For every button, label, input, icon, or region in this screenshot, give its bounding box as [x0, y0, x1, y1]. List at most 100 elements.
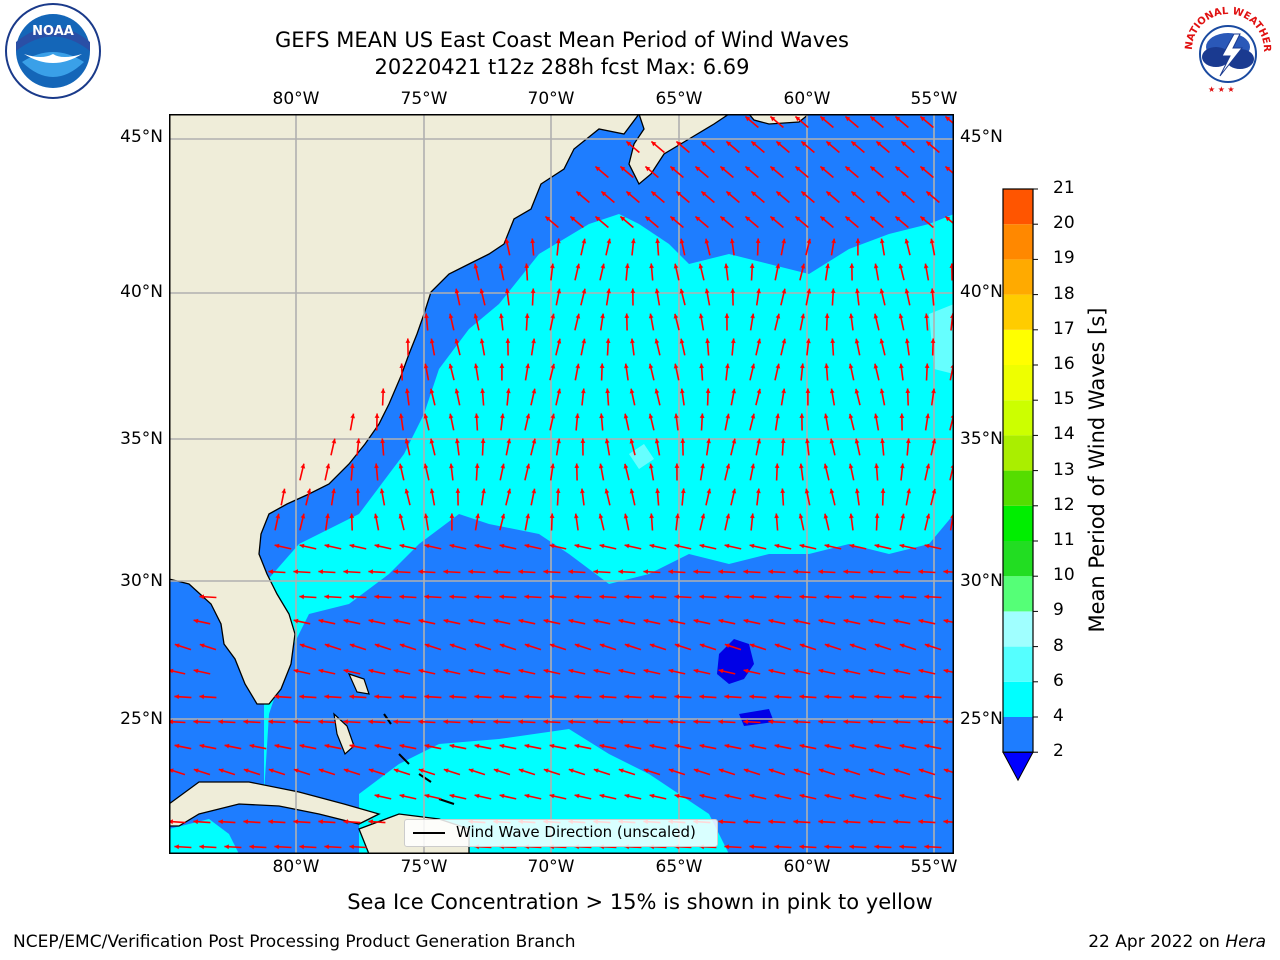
- ocean-very-low-period: [717, 639, 754, 684]
- wind-wave-arrowhead: [568, 668, 574, 674]
- wind-wave-arrowhead: [418, 569, 423, 575]
- wind-wave-arrowhead: [674, 793, 680, 799]
- wind-wave-arrowhead: [829, 488, 835, 494]
- wind-wave-arrowhead: [493, 569, 498, 575]
- wind-wave-arrowhead: [924, 543, 930, 549]
- wind-wave-arrowhead: [643, 668, 649, 674]
- wind-wave-arrowhead: [549, 543, 555, 549]
- wind-wave-arrowhead: [674, 463, 680, 468]
- wind-wave-arrowhead: [274, 743, 280, 749]
- wind-wave-arrowhead: [929, 238, 935, 244]
- wind-wave-arrowhead: [499, 643, 505, 648]
- wind-wave-arrowhead: [531, 438, 537, 444]
- wind-wave-arrowhead: [750, 463, 756, 469]
- wind-wave-arrowhead: [799, 694, 804, 700]
- wind-wave-arrowhead: [543, 768, 549, 773]
- lat-label-right: 45°N: [960, 127, 1003, 147]
- wind-wave-arrowhead: [543, 618, 549, 624]
- lon-label-bottom: 80°W: [272, 857, 320, 877]
- wind-wave-arrowhead: [899, 363, 904, 369]
- wind-wave-arrowhead: [581, 338, 587, 344]
- wind-wave-arrowhead: [648, 413, 654, 419]
- wind-wave-arrowhead: [443, 569, 448, 575]
- wind-wave-arrowhead: [724, 643, 730, 648]
- wind-wave-arrowhead: [193, 618, 199, 624]
- wind-wave-arrowhead: [593, 569, 598, 575]
- wind-wave-arrowhead: [845, 166, 851, 172]
- wind-wave-arrowhead: [724, 844, 729, 850]
- wind-wave-arrowhead: [705, 388, 711, 393]
- wind-wave-arrowhead: [524, 793, 530, 799]
- wind-wave-arrowhead: [356, 438, 361, 444]
- wind-wave-arrowhead: [331, 438, 337, 444]
- wind-wave-arrowhead: [898, 313, 904, 319]
- wind-wave-arrowhead: [399, 543, 405, 549]
- wind-wave-arrowhead: [473, 263, 479, 269]
- map-legend: Wind Wave Direction (unscaled): [404, 819, 718, 847]
- wind-wave-arrowhead: [518, 768, 524, 773]
- wind-wave-arrowhead: [901, 191, 907, 197]
- wind-wave-arrowhead: [895, 166, 901, 172]
- colorbar-title: Mean Period of Wind Waves [s]: [1085, 307, 1109, 633]
- wind-wave-arrowhead: [799, 363, 805, 369]
- wind-wave-arrowhead: [718, 768, 724, 773]
- wind-wave-arrowhead: [755, 238, 761, 243]
- wind-wave-arrowhead: [749, 694, 754, 700]
- wind-wave-arrowhead: [724, 313, 730, 318]
- wind-wave-arrowhead: [349, 844, 354, 850]
- wind-wave-arrowhead: [449, 463, 454, 469]
- wind-wave-arrowhead: [774, 743, 780, 749]
- wind-wave-arrowhead: [680, 438, 686, 443]
- wind-wave-arrowhead: [793, 668, 799, 674]
- wind-wave-arrowhead: [468, 618, 474, 624]
- wind-wave-arrowhead: [626, 141, 632, 147]
- wind-wave-arrowhead: [324, 543, 330, 549]
- wind-wave-arrowhead: [423, 513, 429, 519]
- wind-wave-arrowhead: [624, 313, 630, 318]
- wind-wave-arrowhead: [549, 743, 555, 749]
- wind-wave-arrowhead: [398, 413, 404, 419]
- wind-wave-arrowhead: [793, 569, 798, 575]
- wind-wave-arrowhead: [643, 719, 648, 725]
- wind-wave-arrowhead: [718, 668, 724, 674]
- wind-wave-arrowhead: [930, 288, 935, 294]
- wind-wave-arrowhead: [643, 768, 649, 773]
- wind-wave-arrowhead: [530, 238, 535, 244]
- wind-wave-arrowhead: [768, 618, 774, 624]
- wind-wave-arrowhead: [848, 463, 854, 469]
- wind-wave-arrowhead: [774, 594, 779, 600]
- wind-wave-arrowhead: [393, 569, 398, 575]
- wind-wave-arrowhead: [193, 668, 199, 674]
- wind-wave-arrowhead: [325, 463, 331, 469]
- wind-wave-arrowhead: [849, 793, 855, 799]
- colorbar-band: [1003, 365, 1033, 401]
- wind-wave-arrowhead: [623, 513, 629, 519]
- colorbar-tick-label: 8: [1053, 635, 1064, 656]
- wind-wave-arrowhead: [876, 191, 882, 197]
- wind-wave-arrowhead: [924, 793, 930, 799]
- wind-wave-arrowhead: [499, 594, 504, 600]
- wind-wave-arrowhead: [893, 719, 898, 725]
- wind-wave-arrowhead: [479, 338, 485, 344]
- wind-wave-arrowhead: [454, 388, 460, 394]
- wind-wave-arrowhead: [649, 793, 655, 799]
- wind-wave-arrowhead: [649, 543, 655, 549]
- wind-wave-arrowhead: [668, 768, 674, 773]
- wind-wave-arrowhead: [679, 288, 685, 294]
- wind-wave-arrowhead: [593, 668, 599, 674]
- wind-wave-arrowhead: [524, 313, 530, 318]
- wind-wave-arrowhead: [804, 488, 810, 494]
- wind-wave-arrowhead: [299, 844, 304, 850]
- wind-wave-arrowhead: [556, 238, 561, 244]
- wind-wave-arrowhead: [724, 543, 730, 549]
- wind-wave-arrowhead: [299, 643, 305, 648]
- wind-wave-arrowhead: [556, 388, 562, 394]
- wind-wave-arrowhead: [550, 263, 555, 269]
- wind-wave-arrowhead: [770, 166, 776, 172]
- wind-wave-arrowhead: [398, 513, 404, 519]
- wind-wave-arrowhead: [275, 513, 281, 519]
- wind-wave-arrowhead: [874, 594, 879, 600]
- wind-wave-arrowhead: [268, 569, 273, 575]
- wind-wave-arrowhead: [824, 743, 830, 749]
- wind-wave-arrowhead: [725, 363, 730, 369]
